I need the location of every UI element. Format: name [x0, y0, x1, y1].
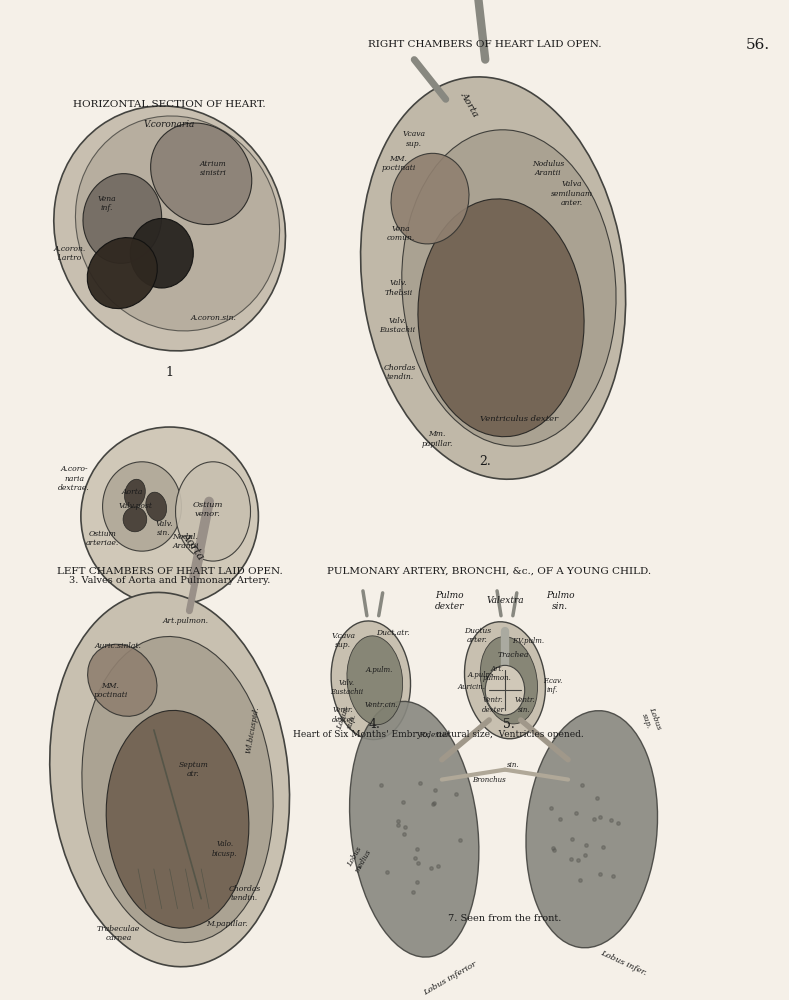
Ellipse shape — [82, 637, 273, 942]
Text: Lobus
medius: Lobus medius — [345, 844, 373, 874]
Ellipse shape — [88, 644, 157, 716]
Ellipse shape — [391, 153, 469, 244]
Text: MM.
poctinati: MM. poctinati — [93, 682, 128, 699]
Ellipse shape — [402, 130, 616, 446]
Ellipse shape — [146, 492, 166, 521]
Text: Ventr.cin.: Ventr.cin. — [365, 701, 398, 709]
Text: Aorta: Aorta — [458, 90, 481, 118]
Text: Aorta: Aorta — [180, 531, 207, 562]
Text: A.coron.sin.: A.coron.sin. — [190, 314, 236, 322]
Text: 3. Valves of Aorta and Pulmonary Artery.: 3. Valves of Aorta and Pulmonary Artery. — [69, 576, 271, 585]
Text: sin.: sin. — [507, 761, 519, 769]
Ellipse shape — [465, 622, 545, 739]
Text: Art.
pulmon.: Art. pulmon. — [483, 665, 511, 682]
Text: Valva
semilunam
anter.: Valva semilunam anter. — [551, 180, 593, 207]
Text: Lobus infer.: Lobus infer. — [599, 949, 648, 978]
Text: Ostium
venor.: Ostium venor. — [193, 501, 222, 518]
Text: F.V.pulm.: F.V.pulm. — [513, 637, 544, 645]
Text: Auric.sinlat.: Auric.sinlat. — [95, 642, 142, 650]
Text: Valv.
sin.: Valv. sin. — [155, 520, 173, 537]
Ellipse shape — [151, 123, 252, 225]
Ellipse shape — [88, 238, 157, 309]
Text: 56.: 56. — [746, 38, 769, 52]
Text: Auricin.: Auricin. — [458, 683, 486, 691]
Ellipse shape — [76, 116, 279, 331]
Ellipse shape — [103, 462, 181, 551]
Text: F.cav.
inf.: F.cav. inf. — [543, 677, 562, 694]
Text: Ventr.
dexter: Ventr. dexter — [481, 696, 505, 714]
Text: Ventr.
dexter: Ventr. dexter — [331, 706, 355, 724]
Text: Aorta: Aorta — [122, 488, 144, 496]
Text: Ventr.
sin.: Ventr. sin. — [514, 696, 535, 714]
Text: MM.
poctinati: MM. poctinati — [381, 155, 416, 172]
Text: Valv.
Thebsii: Valv. Thebsii — [384, 279, 413, 297]
Text: A.coro-
naria
dextrae.: A.coro- naria dextrae. — [58, 465, 90, 492]
Ellipse shape — [175, 462, 250, 561]
Text: Septum
atr.: Septum atr. — [178, 761, 208, 778]
Text: 1: 1 — [166, 366, 174, 379]
Text: Pulmo
dexter: Pulmo dexter — [435, 591, 465, 611]
Text: Lobus
sup.: Lobus sup. — [335, 706, 359, 734]
Ellipse shape — [107, 710, 249, 928]
Text: Trachea: Trachea — [497, 651, 529, 659]
Text: LEFT CHAMBERS OF HEART LAID OPEN.: LEFT CHAMBERS OF HEART LAID OPEN. — [57, 567, 282, 576]
Text: Chordas
tendin.: Chordas tendin. — [229, 885, 260, 902]
Ellipse shape — [80, 427, 258, 606]
Text: Valo.
bicusp.: Valo. bicusp. — [212, 840, 237, 858]
Text: Art.pulmon.: Art.pulmon. — [163, 617, 208, 625]
Text: A.pulm.: A.pulm. — [365, 666, 392, 674]
Circle shape — [485, 665, 525, 715]
Text: Vena
comun.: Vena comun. — [387, 225, 415, 242]
Text: Mm.
papillar.: Mm. papillar. — [421, 430, 453, 448]
Ellipse shape — [347, 636, 402, 725]
Text: V.cava
sup.: V.cava sup. — [331, 632, 355, 649]
Text: Wl.bicuspid.: Wl.bicuspid. — [245, 706, 260, 754]
Text: Trabeculae
carnea: Trabeculae carnea — [97, 925, 140, 942]
Text: Valv.
Eustachii: Valv. Eustachii — [331, 679, 364, 696]
Ellipse shape — [331, 621, 410, 740]
Text: Nodul.
Arantii: Nodul. Arantii — [172, 533, 199, 550]
Text: M.papillar.: M.papillar. — [206, 920, 247, 928]
Text: Chordas
tendin.: Chordas tendin. — [384, 364, 416, 381]
Text: 7. Seen from the front.: 7. Seen from the front. — [448, 914, 562, 923]
Text: A.pulm.: A.pulm. — [468, 671, 495, 679]
Text: Valextra: Valextra — [486, 596, 524, 605]
Text: RIGHT CHAMBERS OF HEART LAID OPEN.: RIGHT CHAMBERS OF HEART LAID OPEN. — [368, 40, 602, 49]
Text: Ventriculus dexter: Ventriculus dexter — [480, 415, 559, 423]
Text: Lobus inferior: Lobus inferior — [422, 960, 477, 997]
Text: HORIZONTAL SECTION OF HEART.: HORIZONTAL SECTION OF HEART. — [73, 100, 266, 109]
Text: V.coronaria: V.coronaria — [144, 120, 196, 129]
Text: A.coron.
l.artro: A.coron. l.artro — [54, 245, 85, 262]
Text: Heart of Six Months' Embryo,  natural size,  Ventricles opened.: Heart of Six Months' Embryo, natural siz… — [293, 730, 583, 739]
Ellipse shape — [54, 106, 286, 351]
Text: 2.: 2. — [480, 455, 491, 468]
Text: Nodulus
Arantii: Nodulus Arantii — [533, 160, 564, 177]
Ellipse shape — [418, 199, 584, 437]
Text: 4.: 4. — [368, 718, 381, 731]
Ellipse shape — [130, 218, 193, 288]
Text: Atrium
sinistri: Atrium sinistri — [200, 160, 226, 177]
Text: Ostium
arteriae.: Ostium arteriae. — [86, 530, 119, 547]
Text: Ductus
arter.: Ductus arter. — [464, 627, 491, 644]
Ellipse shape — [125, 479, 145, 508]
Text: Valv.
Eustachii: Valv. Eustachii — [379, 317, 415, 334]
Ellipse shape — [526, 711, 657, 948]
Text: Pulmo
sin.: Pulmo sin. — [546, 591, 574, 611]
Ellipse shape — [350, 701, 479, 957]
Text: Vena
inf.: Vena inf. — [97, 195, 116, 212]
Text: Vcava
sup.: Vcava sup. — [402, 130, 426, 148]
Text: R.dexter: R.dexter — [419, 731, 449, 739]
Ellipse shape — [361, 77, 626, 479]
Ellipse shape — [50, 592, 290, 967]
Text: PULMONARY ARTERY, BRONCHI, &c., OF A YOUNG CHILD.: PULMONARY ARTERY, BRONCHI, &c., OF A YOU… — [327, 567, 651, 576]
Text: Valv.post: Valv.post — [118, 502, 153, 510]
Text: Lobus
sup.: Lobus sup. — [639, 706, 663, 734]
Text: 5.: 5. — [503, 718, 514, 731]
Ellipse shape — [481, 637, 537, 724]
Ellipse shape — [123, 507, 147, 532]
Ellipse shape — [83, 174, 162, 263]
Text: Duct.atr.: Duct.atr. — [376, 629, 409, 637]
Text: Bronchus: Bronchus — [473, 776, 506, 784]
